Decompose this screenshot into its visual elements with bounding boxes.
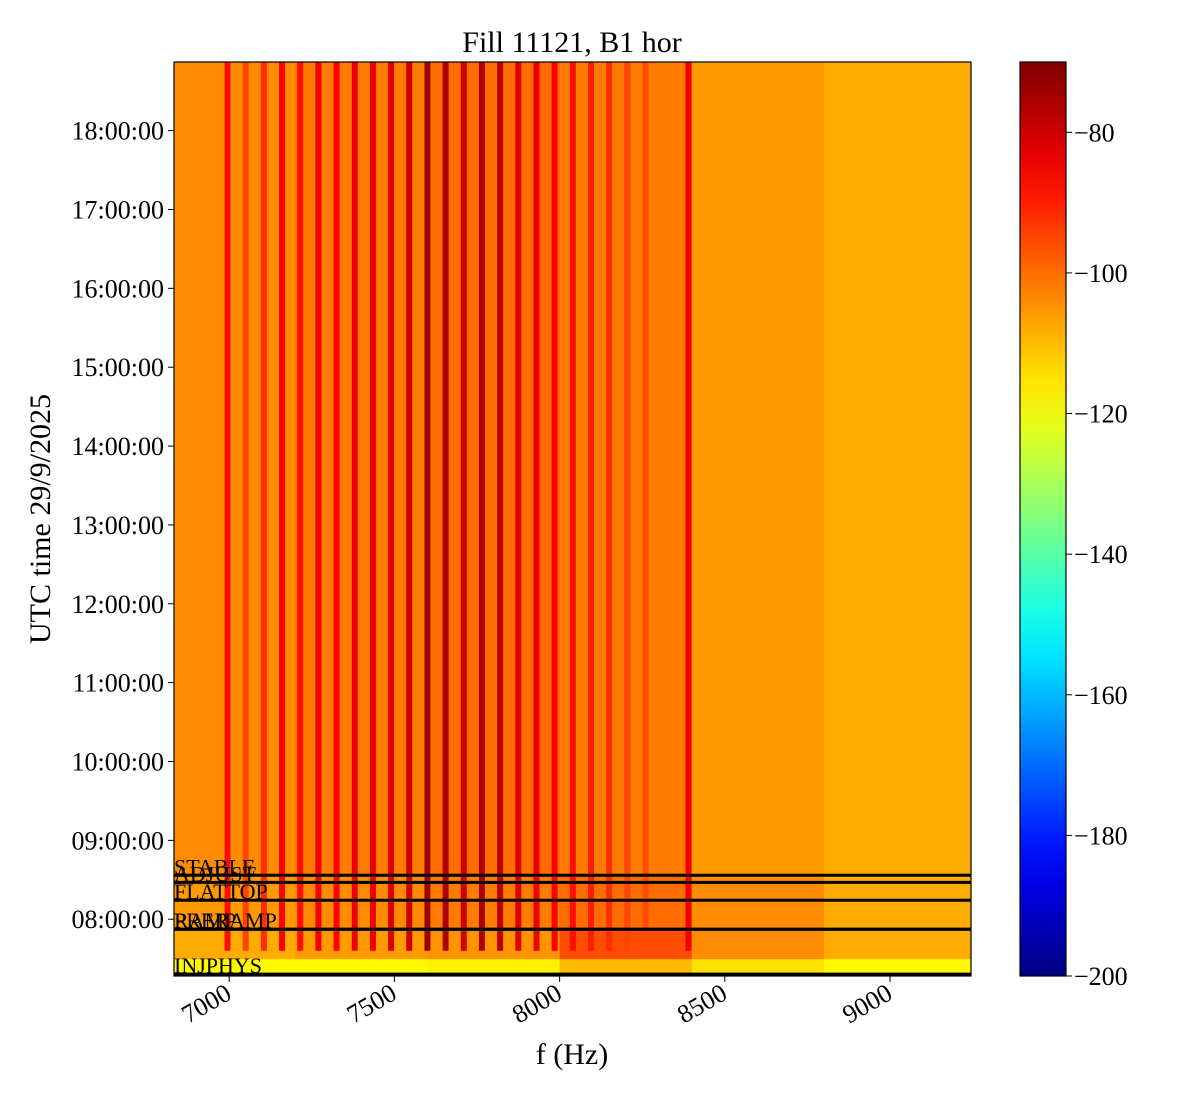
mode-label: STABLE — [174, 854, 255, 879]
heatmap-cell — [823, 929, 971, 960]
heatmap-cell — [823, 875, 971, 930]
spectral-line — [242, 62, 249, 951]
colorbar-tick-label: −180 — [1074, 821, 1128, 850]
y-tick-label: 18:00:00 — [72, 117, 164, 146]
x-tick-label: 7500 — [342, 978, 402, 1029]
spectral-line — [497, 62, 504, 951]
y-tick-label: 13:00:00 — [72, 511, 164, 540]
colorbar-tick-label: −80 — [1074, 118, 1115, 147]
spectral-line — [533, 62, 540, 951]
y-tick-label: 10:00:00 — [72, 747, 164, 776]
x-tick-label: 8500 — [672, 978, 732, 1029]
y-tick-label: 17:00:00 — [72, 195, 164, 224]
spectral-line — [606, 62, 613, 951]
heatmap — [174, 62, 971, 976]
y-tick-label: 08:00:00 — [72, 905, 164, 934]
heatmap-cell — [691, 958, 825, 976]
spectral-line — [388, 62, 395, 951]
x-axis-label: f (Hz) — [536, 1038, 608, 1071]
heatmap-cell — [691, 929, 825, 960]
spectral-line — [478, 62, 485, 951]
heatmap-cell — [427, 958, 561, 976]
colorbar-tick-label: −140 — [1074, 540, 1128, 569]
x-tick-label: 7000 — [177, 978, 237, 1029]
mode-label: INJPHYS — [174, 953, 262, 978]
heatmap-cell — [174, 958, 296, 976]
y-axis-label: UTC time 29/9/2025 — [24, 394, 57, 644]
heatmap-cell — [691, 62, 825, 876]
y-tick-label: 11:00:00 — [73, 669, 164, 698]
colorbar-tick-label: −100 — [1074, 259, 1128, 288]
spectral-line — [442, 62, 449, 951]
heatmap-cell — [823, 958, 971, 976]
colorbar-tick-label: −160 — [1074, 681, 1128, 710]
mode-label: ADJUST — [174, 861, 256, 886]
colorbar — [1019, 61, 1067, 977]
heatmap-cell — [691, 875, 825, 930]
spectral-line — [460, 62, 467, 951]
spectral-line — [315, 62, 322, 951]
spectral-line — [588, 62, 595, 951]
mode-label: RAMP — [174, 908, 236, 933]
spectral-line — [424, 62, 431, 951]
heatmap-cell — [174, 62, 296, 876]
spectral-line — [569, 62, 576, 951]
spectral-line — [406, 62, 413, 951]
chart-title: Fill 11121, B1 hor — [462, 26, 681, 59]
spectral-line — [224, 62, 231, 951]
spectral-line — [369, 62, 376, 951]
x-tick-label: 9000 — [838, 978, 898, 1029]
spectral-line — [642, 62, 649, 951]
plot-frame — [173, 61, 972, 977]
colorbar-tick-label: −120 — [1074, 400, 1128, 429]
y-tick-label: 14:00:00 — [72, 432, 164, 461]
spectral-line — [551, 62, 558, 951]
mode-label: FLATTOP — [174, 879, 268, 904]
colorbar-tick-label: −200 — [1074, 962, 1128, 991]
spectral-line — [351, 62, 358, 951]
spectral-line — [297, 62, 304, 951]
spectral-line — [279, 62, 286, 951]
y-tick-label: 15:00:00 — [72, 353, 164, 382]
y-tick-label: 09:00:00 — [72, 826, 164, 855]
heatmap-cell — [559, 958, 693, 976]
y-tick-label: 12:00:00 — [72, 590, 164, 619]
heatmap-cell — [174, 875, 296, 930]
y-tick-label: 16:00:00 — [72, 274, 164, 303]
heatmap-cell — [295, 958, 428, 976]
spectral-line — [333, 62, 340, 951]
spectral-line — [624, 62, 631, 951]
spectral-line — [260, 62, 267, 951]
heatmap-cell — [174, 929, 296, 960]
x-tick-label: 8000 — [507, 978, 567, 1029]
spectral-line — [515, 62, 522, 951]
spectral-line — [685, 62, 692, 951]
heatmap-cell — [823, 62, 971, 876]
